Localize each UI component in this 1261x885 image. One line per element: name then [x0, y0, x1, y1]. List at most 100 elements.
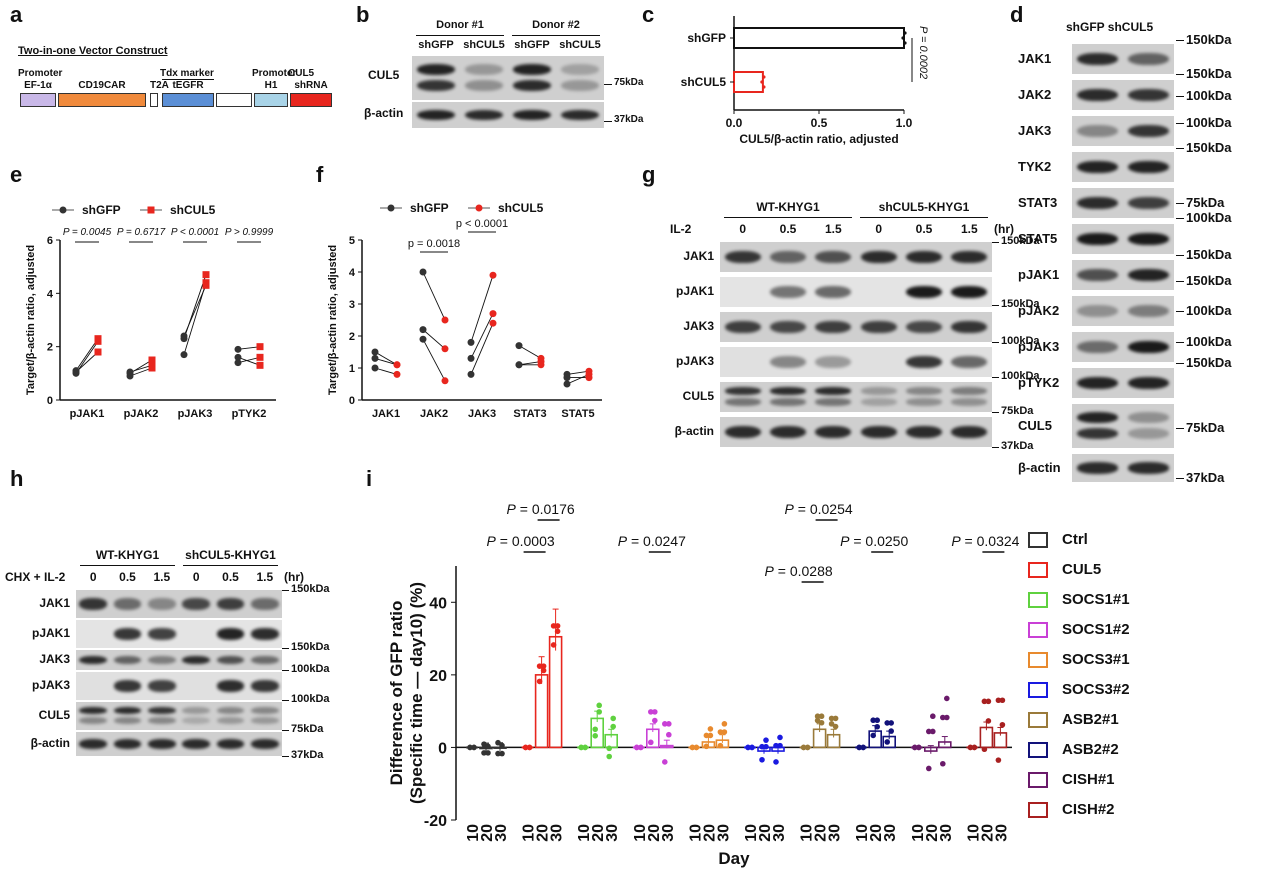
vector-segment-top-label: CUL5: [288, 68, 315, 79]
band: [724, 250, 761, 264]
point: [762, 75, 766, 79]
band: [560, 109, 600, 121]
legend-label: SOCS3#1: [1062, 651, 1130, 668]
band: [951, 320, 988, 334]
x-tick-label: 20: [535, 824, 552, 842]
point: [860, 744, 866, 751]
marker-label: 37kDa: [1186, 470, 1225, 485]
point: [554, 628, 561, 635]
point: [94, 335, 102, 343]
y-tick-label: 3: [349, 299, 355, 311]
point: [526, 744, 533, 751]
band: [769, 250, 807, 264]
point: [489, 271, 497, 279]
pvalue-p: P: [765, 563, 775, 579]
x-tick-label: 30: [882, 824, 899, 842]
point: [393, 361, 401, 369]
marker-tick: [1176, 74, 1184, 75]
blot-row: [720, 347, 992, 377]
x-tick-label: 30: [827, 824, 844, 842]
group-underline: [183, 565, 278, 566]
point: [971, 744, 978, 751]
band: [1077, 462, 1118, 474]
legend-label: CISH#1: [1062, 771, 1115, 788]
band: [182, 707, 210, 715]
point: [648, 709, 654, 715]
group-underline: [80, 565, 175, 566]
band: [79, 717, 107, 725]
pvalue-p: P: [618, 533, 628, 549]
x-tick-label: 1.0: [896, 116, 913, 130]
time-label: 0: [192, 570, 200, 584]
point: [912, 744, 918, 751]
band: [724, 425, 761, 439]
point: [540, 667, 547, 674]
panel-h-letter: h: [10, 466, 24, 491]
band: [815, 285, 852, 299]
point: [648, 739, 654, 746]
point: [540, 663, 547, 669]
row-label: pJAK3: [1018, 339, 1060, 354]
point: [760, 80, 764, 84]
y-tick-label: 40: [429, 595, 447, 612]
point: [995, 757, 1002, 763]
point: [689, 744, 696, 751]
point: [903, 31, 907, 35]
legend-swatch: [1028, 742, 1048, 758]
blot-row: [720, 382, 992, 412]
point: [832, 715, 839, 722]
band: [1077, 340, 1118, 354]
vector-title: Two-in-one Vector Construct: [18, 45, 168, 57]
bar: [548, 635, 563, 749]
category-label: shGFP: [687, 31, 726, 45]
x-tick-label: 20: [979, 824, 996, 842]
y-tick-label: 6: [47, 235, 53, 247]
point: [818, 713, 825, 720]
pvalue-label: p = 0.0018: [408, 238, 460, 250]
x-tick-label: 20: [646, 824, 663, 842]
point: [467, 338, 475, 346]
marker-label: 75kDa: [1001, 405, 1034, 417]
band: [815, 387, 852, 396]
point: [441, 377, 449, 385]
band: [860, 398, 897, 406]
y-tick-label: 0: [47, 395, 53, 407]
pvalue-label: P > 0.9999: [225, 227, 274, 238]
point: [828, 721, 835, 727]
marker-label: 150kDa: [291, 641, 330, 653]
point: [256, 343, 264, 351]
marker-tick: [992, 412, 999, 413]
vector-segment-label: tEGFR: [172, 80, 204, 91]
band: [860, 387, 897, 396]
band: [769, 320, 807, 334]
pair-line: [237, 356, 261, 366]
marker-tick: [1176, 255, 1184, 256]
blot-row: [1072, 152, 1174, 182]
marker-label: 150kDa: [1186, 140, 1232, 155]
donor-label: Donor #2: [532, 19, 580, 31]
band: [79, 738, 107, 750]
point: [606, 753, 612, 760]
category-label: pJAK2: [124, 408, 159, 420]
band: [182, 717, 210, 725]
point: [592, 726, 598, 733]
bar: [733, 71, 764, 93]
band: [1077, 52, 1118, 66]
pair-line: [75, 341, 99, 374]
band: [251, 680, 279, 692]
treatment-label: CHX + IL-2: [5, 570, 66, 584]
band: [1077, 411, 1118, 424]
pvalue-p: P: [840, 533, 850, 549]
blot-row: [76, 702, 282, 730]
western-blot-g: WT-KHYG1 shCUL5-KHYG1 IL-2 0 0.5 1.5 0 0.5 1.5 (h…: [660, 192, 1040, 452]
band: [216, 738, 245, 750]
blot-row: [720, 312, 992, 342]
band: [464, 79, 504, 92]
marker-tick: [1176, 428, 1184, 429]
pvalue-label: P = 0.0002: [917, 26, 929, 79]
marker-label: 100kDa: [1186, 88, 1232, 103]
point: [467, 370, 475, 378]
band: [216, 680, 245, 692]
x-tick-label: 20: [868, 824, 885, 842]
marker-tick: [1176, 123, 1184, 124]
